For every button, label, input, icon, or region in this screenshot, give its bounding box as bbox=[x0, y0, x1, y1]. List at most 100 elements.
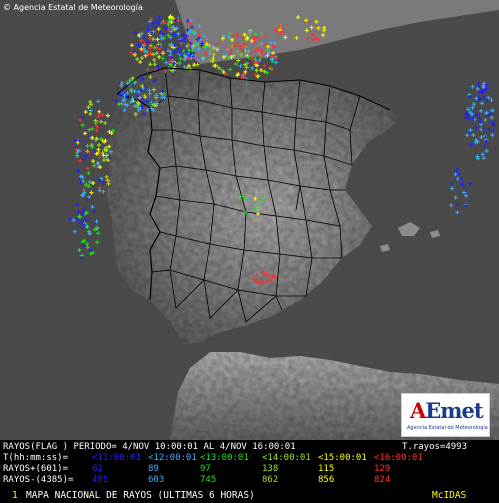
lightning-strike-mark bbox=[80, 211, 85, 216]
lightning-strike-mark bbox=[455, 203, 460, 208]
lightning-strike-mark bbox=[269, 54, 274, 59]
lightning-strike-mark bbox=[269, 40, 274, 45]
legend-interval-positive: 89 bbox=[148, 464, 159, 474]
lightning-strike-mark bbox=[132, 80, 137, 85]
copyright-text: © Agencia Estatal de Meteorología bbox=[3, 3, 143, 12]
lightning-strike-mark bbox=[167, 18, 172, 23]
lightning-strike-mark bbox=[137, 95, 142, 100]
lightning-strike-mark bbox=[157, 54, 162, 59]
lightning-strike-mark bbox=[481, 156, 486, 161]
lightning-strike-mark bbox=[143, 85, 148, 90]
lightning-strike-mark bbox=[484, 82, 489, 87]
lightning-strike-mark bbox=[235, 35, 240, 40]
lightning-strike-mark bbox=[269, 67, 274, 72]
lightning-strike-mark bbox=[176, 18, 181, 23]
lightning-strike-mark bbox=[77, 152, 82, 157]
lightning-strike-mark bbox=[235, 41, 240, 46]
lightning-strike-mark bbox=[149, 17, 154, 22]
lightning-strike-mark bbox=[184, 54, 189, 59]
lightning-strike-mark bbox=[481, 91, 486, 96]
lightning-strike-mark bbox=[147, 91, 152, 96]
lightning-strike-mark bbox=[142, 49, 147, 54]
lightning-strike-mark bbox=[103, 145, 108, 150]
lightning-strike-mark bbox=[244, 65, 249, 70]
lightning-strike-mark bbox=[169, 20, 174, 25]
lightning-strike-mark bbox=[491, 121, 496, 126]
lightning-strike-mark bbox=[238, 44, 243, 49]
legend-period-row: RAYOS(FLAG ) PERIODO= 4/NOV 10:00:01 AL … bbox=[3, 442, 296, 452]
lightning-strike-mark bbox=[474, 96, 479, 101]
lightning-strike-mark bbox=[263, 54, 268, 59]
lightning-strike-mark bbox=[316, 37, 321, 42]
lightning-strike-mark bbox=[103, 138, 108, 143]
lightning-strike-mark bbox=[71, 218, 76, 223]
lightning-strike-mark bbox=[81, 157, 86, 162]
lightning-strike-mark bbox=[475, 112, 480, 117]
lightning-strike-mark bbox=[131, 49, 136, 54]
lightning-strike-mark bbox=[172, 61, 177, 66]
lightning-strike-mark bbox=[159, 21, 164, 26]
lightning-strike-mark bbox=[215, 47, 220, 52]
legend-interval-negative: 862 bbox=[262, 475, 279, 485]
lightning-strike-mark bbox=[142, 35, 147, 40]
lightning-strike-mark bbox=[84, 210, 89, 215]
lightning-strike-mark bbox=[125, 103, 130, 108]
lightning-strike-mark bbox=[195, 43, 200, 48]
lightning-strike-mark bbox=[119, 81, 124, 86]
lightning-strike-mark bbox=[242, 72, 247, 77]
lightning-strike-mark bbox=[307, 19, 312, 24]
lightning-strike-mark bbox=[99, 137, 104, 142]
lightning-strike-mark bbox=[475, 154, 480, 159]
lightning-strike-mark bbox=[94, 151, 99, 156]
lightning-strike-mark bbox=[105, 113, 110, 118]
lightning-strike-mark bbox=[229, 55, 234, 60]
lightning-strike-mark bbox=[132, 52, 137, 57]
lightning-strike-mark bbox=[157, 43, 162, 48]
lightning-strike-mark bbox=[192, 30, 197, 35]
lightning-strike-mark bbox=[253, 206, 258, 211]
lightning-strike-mark bbox=[86, 171, 91, 176]
lightning-strike-mark bbox=[129, 50, 134, 55]
lightning-strike-mark bbox=[272, 41, 277, 46]
legend-total: T.rayos=4993 bbox=[402, 442, 468, 452]
lightning-strike-mark bbox=[148, 51, 153, 56]
lightning-strike-mark bbox=[274, 60, 279, 65]
lightning-strike-mark bbox=[195, 57, 200, 62]
lightning-strike-mark bbox=[226, 56, 231, 61]
lightning-strike-mark bbox=[482, 81, 487, 86]
lightning-strike-mark bbox=[192, 63, 197, 68]
lightning-strike-mark bbox=[255, 35, 260, 40]
lightning-strike-mark bbox=[240, 35, 245, 40]
lightning-strike-mark bbox=[471, 116, 476, 121]
lightning-strike-mark bbox=[85, 166, 90, 171]
lightning-strike-mark bbox=[80, 175, 85, 180]
lightning-strike-mark bbox=[163, 69, 168, 74]
lightning-strike-mark bbox=[130, 76, 135, 81]
lightning-strike-mark bbox=[139, 55, 144, 60]
lightning-strike-mark bbox=[477, 117, 482, 122]
lightning-strike-mark bbox=[133, 112, 138, 117]
lightning-strike-mark bbox=[458, 177, 463, 182]
lightning-map bbox=[0, 0, 499, 440]
lightning-strike-mark bbox=[449, 181, 454, 186]
lightning-strike-mark bbox=[467, 94, 472, 99]
lightning-strike-mark bbox=[81, 243, 86, 248]
lightning-strike-mark bbox=[228, 67, 233, 72]
lightning-strike-mark bbox=[96, 147, 101, 152]
lightning-strike-mark bbox=[172, 50, 177, 55]
lightning-strike-mark bbox=[76, 168, 81, 173]
lightning-strike-mark bbox=[187, 43, 192, 48]
lightning-strike-mark bbox=[162, 20, 167, 25]
lightning-strike-mark bbox=[296, 15, 301, 20]
lightning-strike-mark bbox=[151, 87, 156, 92]
lightning-strike-mark bbox=[475, 86, 480, 91]
lightning-strike-mark bbox=[239, 47, 244, 52]
lightning-strike-mark bbox=[201, 56, 206, 61]
lightning-strike-mark bbox=[77, 248, 82, 253]
lightning-strike-mark bbox=[294, 35, 299, 40]
lightning-strike-mark bbox=[243, 69, 248, 74]
lightning-strike-mark bbox=[213, 55, 218, 60]
lightning-strike-mark bbox=[136, 89, 141, 94]
lightning-strike-mark bbox=[74, 147, 79, 152]
lightning-strike-mark bbox=[230, 37, 235, 42]
